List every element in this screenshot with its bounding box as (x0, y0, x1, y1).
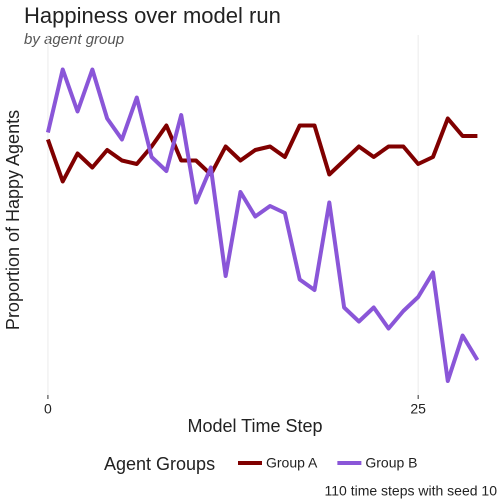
x-axis-label: Model Time Step (187, 416, 322, 436)
y-axis-label: Proportion of Happy Agents (3, 110, 23, 330)
line (45, 67, 480, 383)
legend-label: Group A (266, 455, 318, 471)
chart-title: Happiness over model run (24, 3, 281, 28)
legend-label: Group B (365, 455, 417, 471)
x-tick-label: 0 (44, 401, 52, 417)
chart-subtitle: by agent group (24, 31, 124, 48)
legend-title: Agent Groups (104, 454, 215, 474)
x-tick-label: 25 (410, 401, 426, 417)
line (46, 116, 478, 184)
caption: 110 time steps with seed 10 (324, 483, 497, 499)
